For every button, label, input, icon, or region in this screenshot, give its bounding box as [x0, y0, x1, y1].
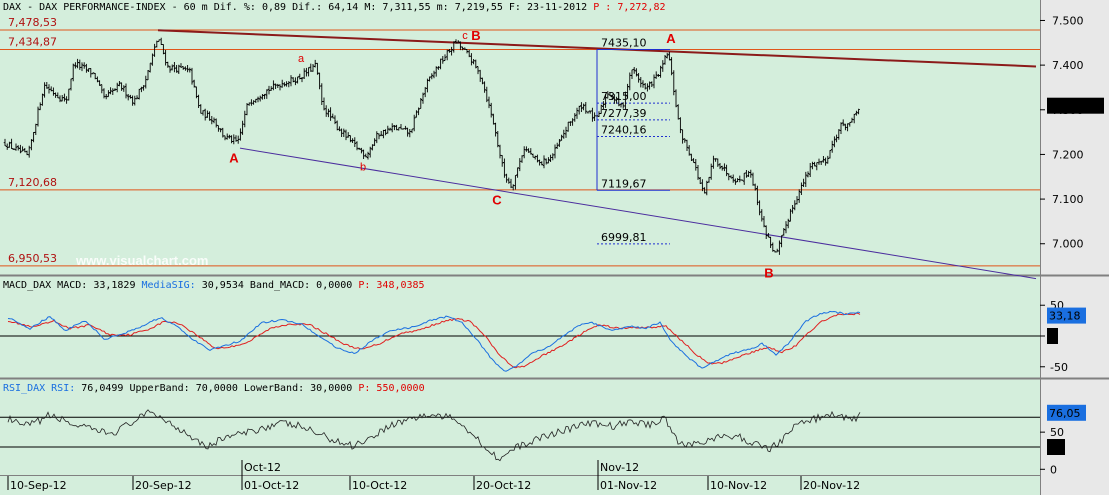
macd-value: 33,1829	[93, 280, 135, 291]
rsi-p-value: 550,0000	[376, 383, 424, 394]
wave-label-2: b	[360, 162, 366, 174]
price-panel-header: DAX - DAX PERFORMANCE-INDEX - 60 m Dif. …	[3, 2, 666, 13]
fib-level-label-4: 7119,67	[601, 177, 647, 190]
macd-ytick-label-2: -50	[1050, 361, 1068, 374]
rsi-p-label: P:	[358, 383, 370, 394]
month-tick-label-5: Nov-12	[600, 461, 639, 474]
fib-level-label-2: 7277,39	[601, 107, 647, 120]
header-max: 7,311,55	[382, 2, 430, 13]
macd-badge-label-0: 33,18	[1049, 310, 1081, 323]
time-tick-label-7: 20-Nov-12	[803, 479, 860, 492]
header-dif-pct: 0,89	[262, 2, 286, 13]
price-ytick-label-4: 7.100	[1052, 193, 1084, 206]
rsi-badge-0	[1047, 404, 1086, 421]
rsi-upper-label: UpperBand:	[129, 383, 189, 394]
rsi-lower-label: LowerBand:	[244, 383, 304, 394]
watermark: www.visualchart.com	[75, 253, 208, 268]
wave-label-5: C	[492, 192, 502, 207]
price-ytick-label-3: 7.200	[1052, 148, 1084, 161]
header-symbol: DAX	[3, 2, 21, 13]
time-tick-label-5: 01-Nov-12	[600, 479, 657, 492]
header-index-name: DAX PERFORMANCE-INDEX	[39, 2, 165, 13]
header-min: 7,219,55	[455, 2, 503, 13]
last-price-badge-label: 7.309,13	[1052, 100, 1101, 113]
fib-level-label-5: 6999,81	[601, 231, 647, 244]
rsi-series-line	[7, 409, 861, 462]
price-ytick-label-0: 7.500	[1052, 14, 1084, 27]
header-price: 7,272,82	[617, 2, 665, 13]
price-ytick-label-5: 7.000	[1052, 238, 1084, 251]
wave-label-7: B	[764, 266, 773, 281]
time-tick-label-4: 20-Oct-12	[476, 479, 531, 492]
trendline-0	[157, 29, 1037, 68]
macd-badge-0	[1047, 307, 1086, 324]
rsi-badge-label-1: 30	[1049, 441, 1063, 454]
rsi-lower-value: 30,0000	[310, 383, 352, 394]
wave-label-3: c	[462, 30, 468, 42]
macd-badge-label-1: 0	[1049, 330, 1056, 343]
price-chart-layer: 7,478,53 7,434,87 7,120,68 6,950,53 7435,10 7…	[0, 14, 1104, 281]
level-label-3: 6,950,53	[8, 252, 57, 265]
time-tick-label-1: 20-Sep-12	[135, 479, 192, 492]
wave-label-0: A	[229, 150, 239, 165]
rsi-badge-1	[1047, 439, 1065, 455]
header-dif: 64,14	[328, 2, 358, 13]
month-tick-label-2: Oct-12	[244, 461, 281, 474]
rsi-value: 76,0499	[81, 383, 123, 394]
rsi-chart-layer: 50 0 76,05 30	[0, 404, 1086, 476]
macd-panel-header: MACD_DAX MACD: 33,1829 MediaSIG: 30,9534…	[3, 280, 425, 291]
last-price-badge	[1047, 97, 1104, 114]
macd-series-mediasig	[7, 312, 861, 369]
macd-p-label: P:	[358, 280, 370, 291]
header-dif-label: Dif.:	[292, 2, 322, 13]
rsi-ytick-label-1: 0	[1050, 463, 1057, 476]
price-ytick-label-1: 7.400	[1052, 59, 1084, 72]
level-label-1: 7,434,87	[8, 36, 57, 49]
macd-series-macd	[7, 310, 861, 372]
header-interval: 60 m	[184, 2, 208, 13]
header-min-label: m:	[437, 2, 449, 13]
header-price-label: P :	[593, 2, 611, 13]
macd-panel[interactable]	[0, 277, 1040, 377]
macd-band-label: Band_MACD:	[250, 280, 310, 291]
wave-label-4: B	[471, 28, 480, 43]
rsi-series-label: RSI_DAX RSI:	[3, 383, 75, 394]
level-label-0: 7,478,53	[8, 16, 57, 29]
time-tick-label-2: 01-Oct-12	[244, 479, 299, 492]
header-date-label: F:	[509, 2, 521, 13]
macd-badge-1	[1047, 328, 1058, 344]
macd-band-value: 0,0000	[316, 280, 352, 291]
macd-series-label: MACD_DAX MACD:	[3, 280, 87, 291]
rsi-upper-value: 70,0000	[196, 383, 238, 394]
level-label-2: 7,120,68	[8, 176, 57, 189]
rsi-panel-header: RSI_DAX RSI: 76,0499 UpperBand: 70,0000 …	[3, 383, 425, 394]
macd-p-value: 348,0385	[376, 280, 424, 291]
rsi-panel[interactable]	[0, 380, 1040, 475]
rsi-badge-label-0: 76,05	[1049, 407, 1081, 420]
fib-level-label-0: 7435,10	[601, 36, 647, 49]
header-max-label: M:	[364, 2, 376, 13]
price-panel[interactable]	[0, 0, 1040, 275]
time-axis: 10-Sep-12 20-Sep-12 01-Oct-12 Oct-12 10-Oct-…	[7, 460, 860, 492]
macd-signal-label: MediaSIG:	[142, 280, 196, 291]
header-date: 23-11-2012	[527, 2, 587, 13]
wave-label-6: A	[666, 31, 676, 46]
header-dif-pct-label: Dif. %:	[214, 2, 256, 13]
time-axis-area	[0, 475, 1040, 495]
price-ohlc-bars	[3, 37, 860, 255]
time-tick-label-6: 10-Nov-12	[710, 479, 767, 492]
time-tick-label-0: 10-Sep-12	[10, 479, 67, 492]
wave-label-1: a	[298, 53, 305, 65]
time-tick-label-3: 10-Oct-12	[352, 479, 407, 492]
trendline-1	[239, 147, 1037, 280]
rsi-ytick-label-0: 50	[1050, 426, 1064, 439]
fib-level-label-3: 7240,16	[601, 123, 647, 136]
macd-signal-value: 30,9534	[202, 280, 244, 291]
